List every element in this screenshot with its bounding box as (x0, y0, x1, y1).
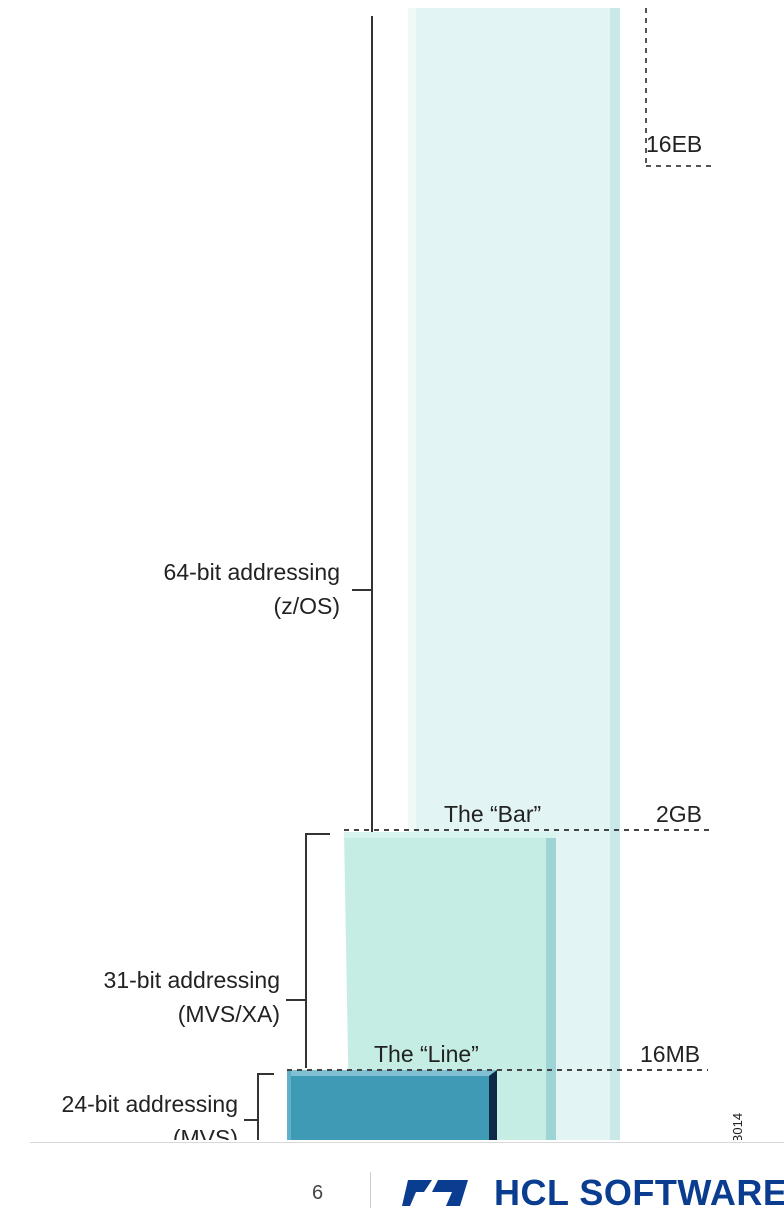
addressing-diagram: 16EB 64-bit addressing (z/OS) The “Bar” … (62, 8, 745, 1140)
brand-name: HCL SOFTWARE (494, 1172, 784, 1213)
addressing-31bit-os-label: (MVS/XA) (178, 1001, 280, 1027)
addressing-64bit-label: 64-bit addressing (164, 559, 340, 585)
hcl-logo-icon (402, 1180, 468, 1206)
addressing-31bit-column (344, 832, 556, 1140)
bracket-31bit (286, 833, 330, 1068)
addressing-24bit-os-label: (MVS) (173, 1125, 238, 1140)
addressing-64bit-os-label: (z/OS) (274, 593, 340, 619)
addressing-24bit-label: 24-bit addressing (62, 1091, 238, 1117)
the-bar-label: The “Bar” (444, 801, 541, 827)
bracket-64bit (352, 16, 373, 832)
addressing-31bit-label: 31-bit addressing (104, 967, 280, 993)
addressing-24bit-block (287, 1070, 497, 1140)
size-16mb-label: 16MB (640, 1041, 700, 1067)
size-16eb-label: 16EB (646, 131, 702, 157)
footer-divider (370, 1172, 371, 1208)
boundary-16eb (645, 8, 712, 167)
slide-footer: 6 HCL SOFTWARE (0, 1142, 784, 1213)
size-2gb-label: 2GB (656, 801, 702, 827)
footer-rule (30, 1142, 784, 1143)
bracket-24bit (244, 1073, 274, 1140)
figure-id-label: ZOSB014 (730, 1113, 745, 1140)
page-number: 6 (312, 1182, 324, 1204)
the-line-label: The “Line” (374, 1041, 479, 1067)
